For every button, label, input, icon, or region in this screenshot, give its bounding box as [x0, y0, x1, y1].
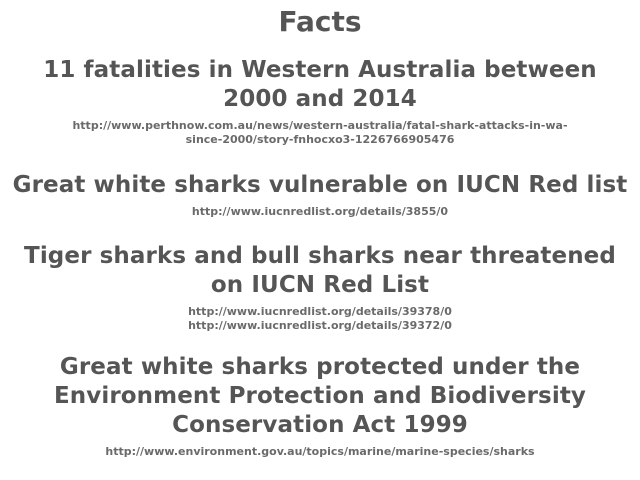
source-link[interactable]: http://www.environment.gov.au/topics/mar…: [105, 445, 535, 458]
fact-source: http://www.iucnredlist.org/details/3855/…: [0, 205, 640, 219]
fact-heading: Tiger sharks and bull sharks near threat…: [0, 242, 640, 300]
fact-fatalities: 11 fatalities in Western Australia betwe…: [0, 56, 640, 147]
fact-source: http://www.environment.gov.au/topics/mar…: [0, 445, 640, 459]
fact-heading: Great white sharks vulnerable on IUCN Re…: [0, 171, 640, 200]
source-link[interactable]: http://www.iucnredlist.org/details/3855/…: [191, 205, 449, 218]
fact-heading: 11 fatalities in Western Australia betwe…: [0, 56, 640, 114]
fact-heading-line: Tiger sharks and bull sharks near threat…: [24, 243, 616, 269]
source-link[interactable]: http://www.perthnow.com.au/news/western-…: [72, 119, 568, 132]
slide-title: Facts: [278, 5, 362, 38]
fact-heading-line: 11 fatalities in Western Australia betwe…: [43, 57, 597, 83]
fact-heading-line: 2000 and 2014: [223, 86, 417, 112]
fact-heading-line: Great white sharks vulnerable on IUCN Re…: [12, 172, 628, 198]
fact-heading-line: Environment Protection and Biodiversity: [53, 383, 587, 409]
fact-heading: Great white sharks protected under the E…: [0, 353, 640, 440]
fact-heading-line: Great white sharks protected under the: [59, 354, 581, 380]
fact-source: http://www.perthnow.com.au/news/western-…: [0, 119, 640, 147]
source-link[interactable]: http://www.iucnredlist.org/details/39372…: [188, 319, 452, 332]
source-link[interactable]: http://www.iucnredlist.org/details/39378…: [188, 305, 452, 318]
fact-great-white-vulnerable: Great white sharks vulnerable on IUCN Re…: [0, 171, 640, 219]
fact-heading-line: on IUCN Red List: [210, 272, 430, 298]
source-link[interactable]: since-2000/story-fnhocxo3-1226766905476: [185, 133, 455, 146]
fact-heading-line: Conservation Act 1999: [172, 412, 468, 438]
fact-great-white-protected: Great white sharks protected under the E…: [0, 353, 640, 459]
fact-tiger-bull-near-threatened: Tiger sharks and bull sharks near threat…: [0, 242, 640, 333]
fact-source: http://www.iucnredlist.org/details/39378…: [0, 305, 640, 333]
